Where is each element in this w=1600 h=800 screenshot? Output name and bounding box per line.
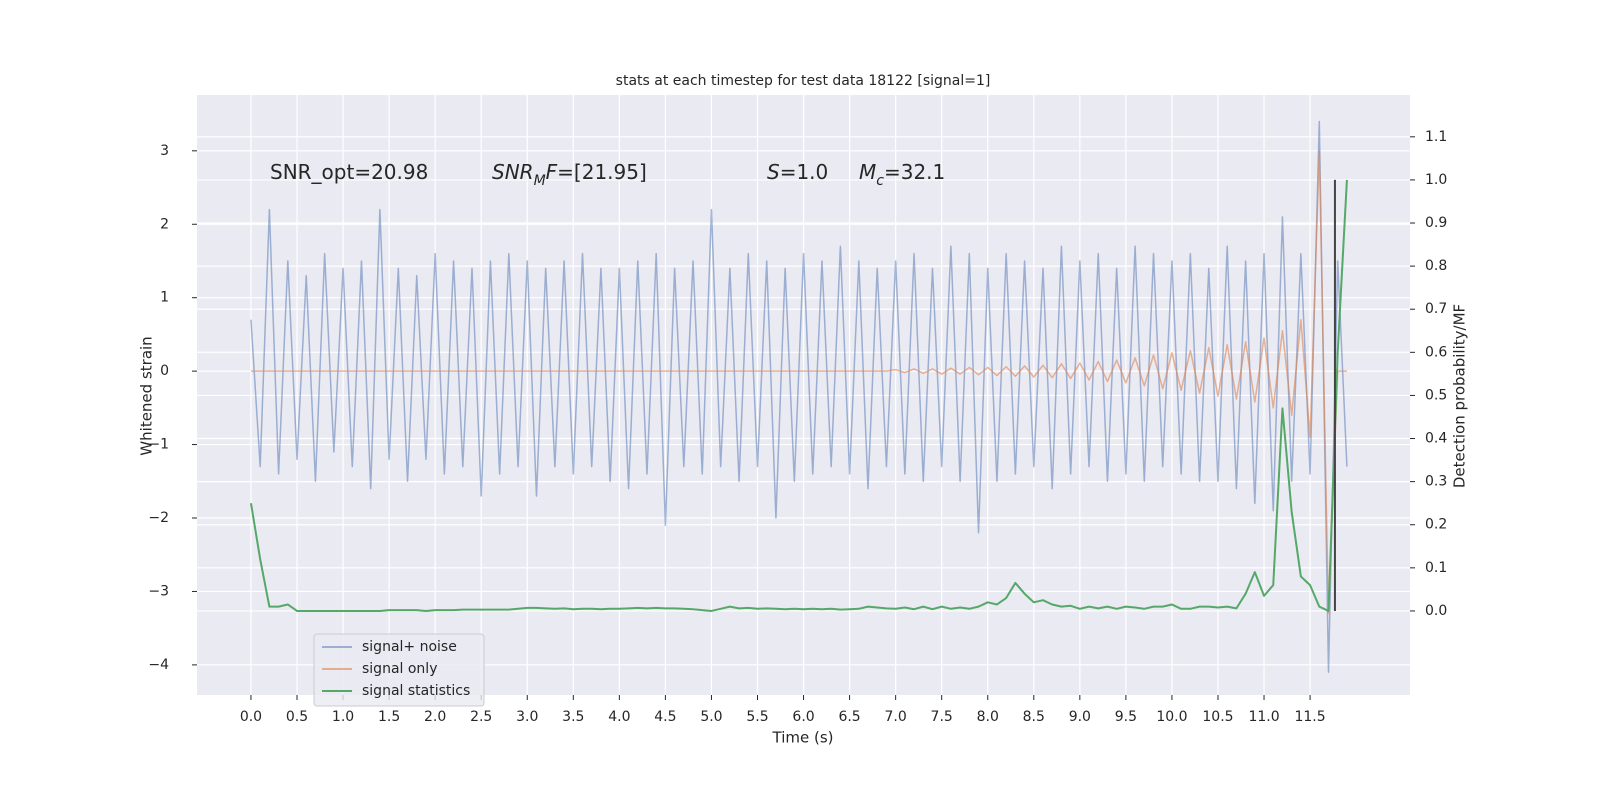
legend-label: signal statistics — [362, 683, 470, 699]
y2-tick-label: 0.2 — [1425, 517, 1447, 533]
x-tick-label: 1.0 — [332, 709, 354, 725]
y2-tick-label: 1.1 — [1425, 129, 1447, 145]
x-axis-label: Time (s) — [772, 729, 834, 747]
annotation-part: =32.1 — [884, 160, 945, 184]
y2-tick-label: 0.9 — [1425, 215, 1447, 231]
x-tick-label: 1.5 — [378, 709, 400, 725]
legend-label: signal only — [362, 661, 437, 677]
x-tick-label: 8.5 — [1023, 709, 1045, 725]
y-tick-label: −4 — [148, 657, 169, 673]
y2-tick-label: 0.4 — [1425, 431, 1447, 447]
annotation-part: SNR — [492, 160, 534, 184]
annotation-part: =1.0 — [780, 160, 829, 184]
series-line — [249, 179, 1348, 612]
y-tick-label: −1 — [148, 437, 169, 453]
x-tick-label: 4.5 — [654, 709, 676, 725]
x-tick-label: 7.5 — [931, 709, 953, 725]
x-tick-label: 10.5 — [1202, 709, 1233, 725]
x-tick-label: 7.0 — [885, 709, 907, 725]
x-tick-label: 4.0 — [608, 709, 630, 725]
y-axis-label: Whitened strain — [138, 336, 156, 455]
y-tick-label: 3 — [160, 143, 169, 159]
annotation-part: M — [859, 160, 876, 184]
annotation-part: SNR_opt=20.98 — [270, 160, 428, 184]
x-tick-label: 6.5 — [838, 709, 860, 725]
series-line — [250, 150, 1347, 615]
y-tick-label: −3 — [148, 583, 169, 599]
legend-label: signal+ noise — [362, 639, 457, 655]
x-tick-label: 5.5 — [746, 709, 768, 725]
y2-tick-label: 0.0 — [1425, 603, 1447, 619]
x-tick-label: 5.0 — [700, 709, 722, 725]
annotation-part: F — [546, 160, 558, 184]
x-tick-label: 3.5 — [562, 709, 584, 725]
annotation-part: =[21.95] — [557, 160, 647, 184]
x-tick-label: 0.0 — [240, 709, 262, 725]
annotation-part: c — [876, 173, 884, 189]
y-tick-label: −2 — [148, 510, 169, 526]
x-tick-label: 6.0 — [792, 709, 814, 725]
y2-tick-label: 0.8 — [1425, 258, 1447, 274]
x-tick-label: 11.0 — [1248, 709, 1279, 725]
annotation-part: S — [767, 160, 780, 184]
annotation-part: M — [534, 173, 546, 189]
legend-box — [313, 633, 485, 707]
y-tick-label: 2 — [160, 216, 169, 232]
y2-axis-label: Detection probability/MF — [1451, 304, 1469, 488]
x-tick-label: 2.0 — [424, 709, 446, 725]
y2-tick-label: 0.3 — [1425, 474, 1447, 490]
y-tick-label: 1 — [160, 290, 169, 306]
annotation: Mc=32.1 — [859, 160, 945, 190]
x-tick-label: 10.0 — [1156, 709, 1187, 725]
x-tick-label: 9.0 — [1069, 709, 1091, 725]
series-line — [250, 120, 1348, 673]
y-tick-label: 0 — [160, 363, 169, 379]
y2-tick-label: 0.7 — [1425, 301, 1447, 317]
annotation: SNR_opt=20.98 — [270, 160, 428, 184]
x-tick-label: 2.5 — [470, 709, 492, 725]
annotation: S=1.0 — [767, 160, 828, 184]
x-tick-label: 8.0 — [977, 709, 999, 725]
x-tick-label: 9.5 — [1115, 709, 1137, 725]
x-tick-label: 3.0 — [516, 709, 538, 725]
x-tick-label: 0.5 — [286, 709, 308, 725]
y2-tick-label: 1.0 — [1425, 172, 1447, 188]
x-tick-label: 11.5 — [1294, 709, 1325, 725]
y2-tick-label: 0.5 — [1425, 387, 1447, 403]
y2-tick-label: 0.6 — [1425, 344, 1447, 360]
annotation: SNRMF=[21.95] — [492, 160, 647, 190]
chart-title: stats at each timestep for test data 181… — [616, 73, 991, 89]
y2-tick-label: 0.1 — [1425, 560, 1447, 576]
